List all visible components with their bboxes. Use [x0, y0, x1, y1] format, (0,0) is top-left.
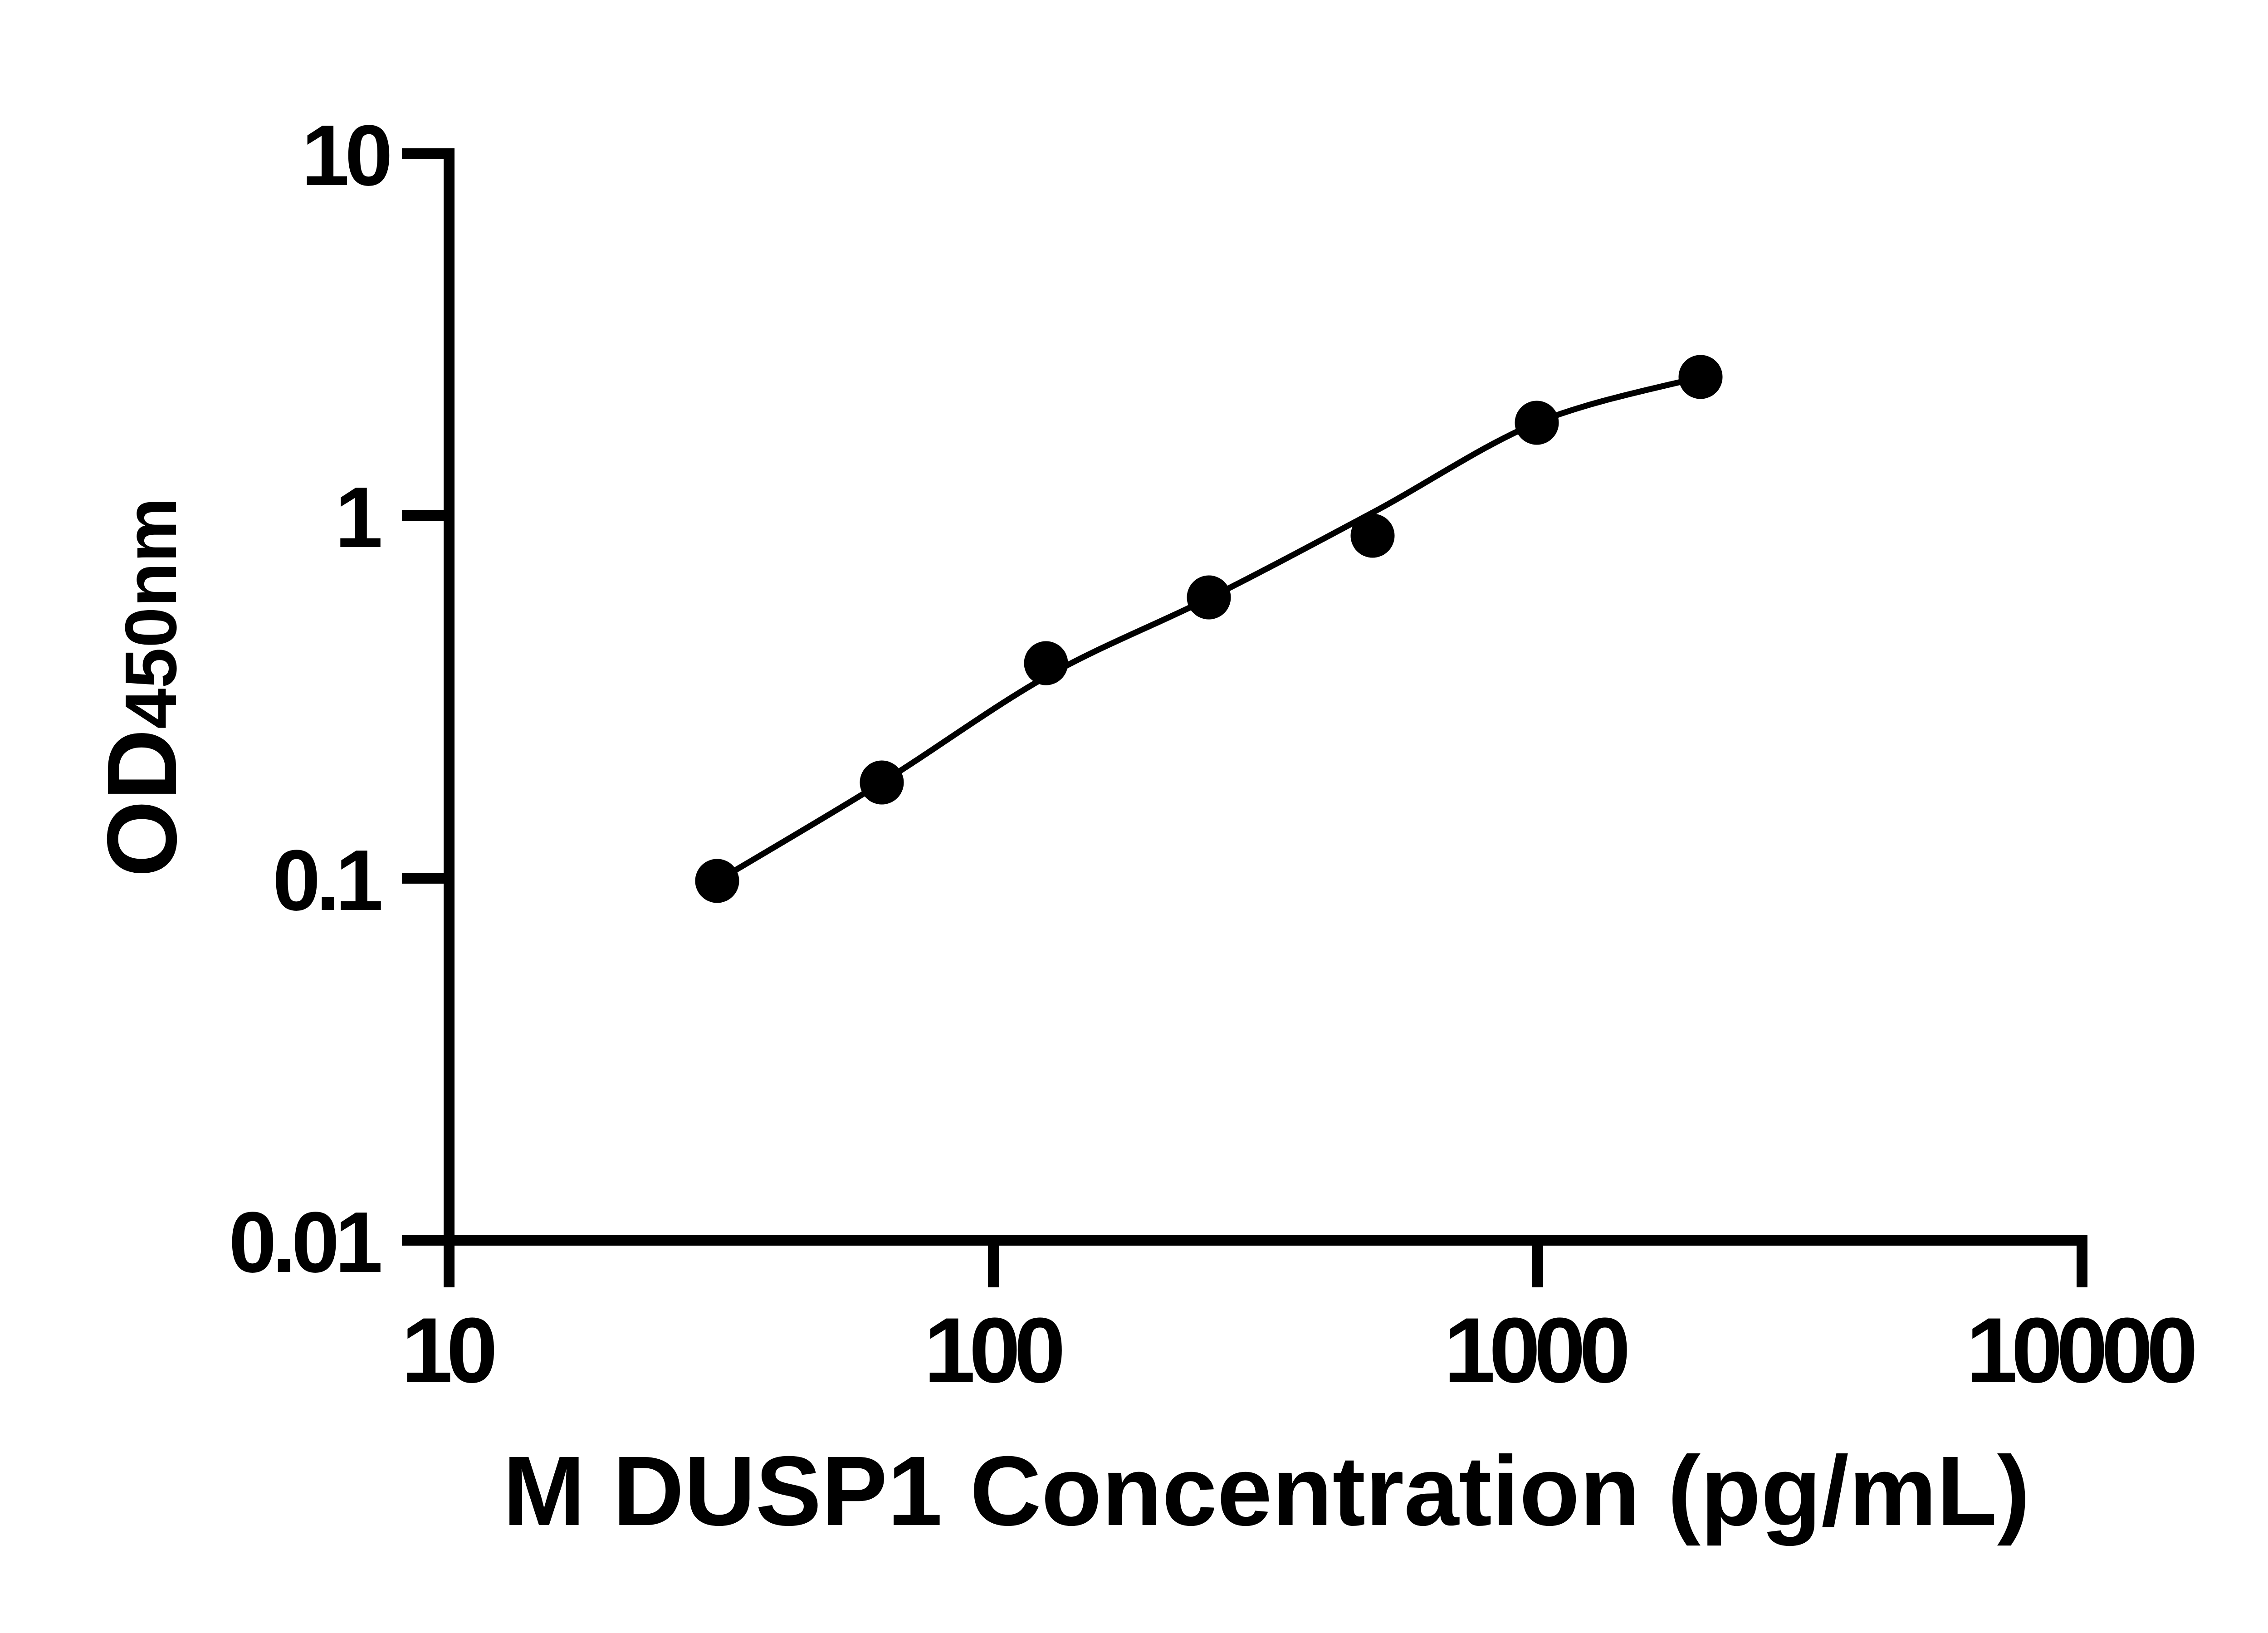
svg-text:10: 10 [302, 108, 390, 204]
svg-text:10: 10 [401, 1299, 494, 1402]
svg-text:0.01: 0.01 [229, 1194, 381, 1291]
svg-text:10000: 10000 [1966, 1299, 2195, 1402]
svg-text:100: 100 [924, 1299, 1062, 1402]
svg-text:0.1: 0.1 [273, 832, 381, 929]
svg-text:1000: 1000 [1444, 1299, 1627, 1402]
svg-text:M DUSP1 Concentration (pg/mL): M DUSP1 Concentration (pg/mL) [503, 1436, 2030, 1546]
svg-text:1: 1 [335, 469, 381, 566]
